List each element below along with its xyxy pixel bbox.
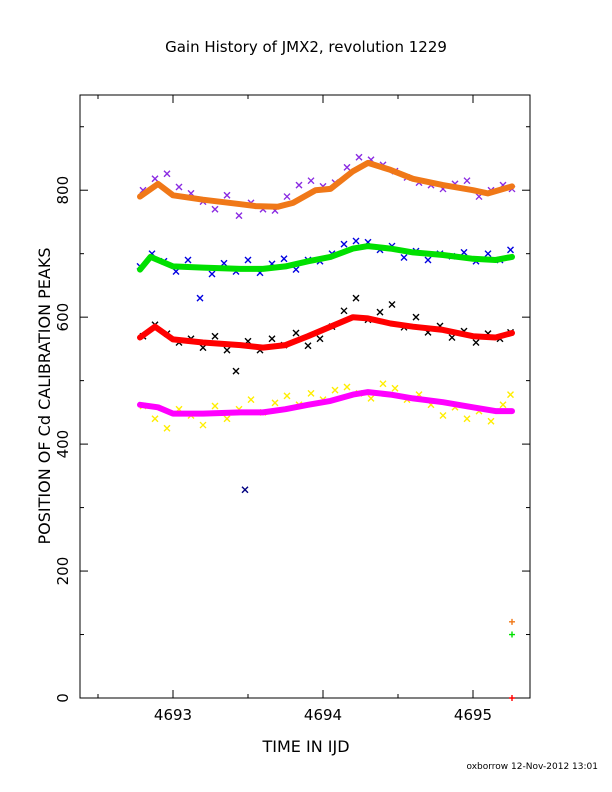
data-point [295,181,303,189]
data-point [175,183,183,191]
series-trend-line [137,389,515,417]
data-point [163,170,171,178]
y-tick-label: 400 [54,430,72,459]
y-tick-label: 200 [54,557,72,586]
data-point [292,266,300,274]
data-point [379,380,387,388]
data-point [151,175,159,183]
data-point [223,346,231,354]
data-point [223,415,231,423]
x-axis-label: TIME IN IJD [261,737,349,756]
data-point [472,339,480,347]
data-point [388,300,396,308]
data-point [463,177,471,185]
data-point [211,402,219,410]
data-point [232,367,240,375]
data-point [424,256,432,264]
data-point [208,270,216,278]
chart-title: Gain History of JMX2, revolution 1229 [165,38,447,56]
x-tick-label: 4694 [304,706,342,724]
data-point [439,412,447,420]
data-point [340,307,348,315]
data-point [352,294,360,302]
data-point [487,417,495,425]
data-point [307,389,315,397]
data-point [448,333,456,341]
data-point [343,383,351,391]
data-point [151,415,159,423]
footer-credit: oxborrow 12-Nov-2012 13:01 [466,762,598,772]
data-point [499,401,507,409]
y-axis-label: POSITION OF Cd CALIBRATION PEAKS [35,248,54,545]
data-point [343,163,351,171]
axis-ticks: 0 200 400 600 800 4693 4694 4695 [54,95,530,724]
data-point [268,335,276,343]
x-tick-label: 4693 [154,706,192,724]
data-point [271,399,279,407]
series-trend-line [137,243,515,273]
data-point [412,313,420,321]
data-point [400,253,408,261]
data-point [509,618,515,625]
data-point [247,396,255,404]
data-point [355,153,363,161]
data-point [509,631,515,638]
data-point [352,237,360,245]
data-point [241,486,249,494]
data-point [244,256,252,264]
data-point [376,308,384,316]
data-point [509,695,515,701]
data-point [316,335,324,343]
data-point [304,342,312,350]
data-point [184,256,192,264]
x-tick-label: 4695 [454,706,492,724]
data-point [283,392,291,400]
data-point [223,191,231,199]
data-point [307,177,315,185]
data-point [196,294,204,302]
y-tick-label: 600 [54,303,72,332]
series-trend-line [137,159,515,210]
series-trend-line [137,314,515,351]
data-point [283,193,291,201]
data-point [211,332,219,340]
data-point [292,329,300,337]
data-point [211,205,219,213]
data-point [163,424,171,432]
y-tick-label: 0 [54,693,72,703]
data-point [220,259,228,267]
data-point [507,246,514,254]
data-marks [136,153,516,701]
data-point [235,212,243,220]
y-tick-label: 800 [54,176,72,205]
data-point [331,386,339,394]
data-point [280,255,288,263]
plot-frame [79,94,531,699]
data-point [507,391,514,399]
data-point [391,384,399,392]
data-point [340,240,348,248]
data-point [484,250,492,258]
data-point [463,415,471,423]
data-point [367,394,375,402]
data-point [199,421,207,429]
